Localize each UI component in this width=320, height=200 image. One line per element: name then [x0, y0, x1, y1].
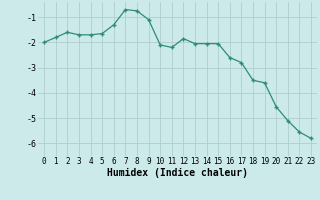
X-axis label: Humidex (Indice chaleur): Humidex (Indice chaleur)	[107, 168, 248, 178]
